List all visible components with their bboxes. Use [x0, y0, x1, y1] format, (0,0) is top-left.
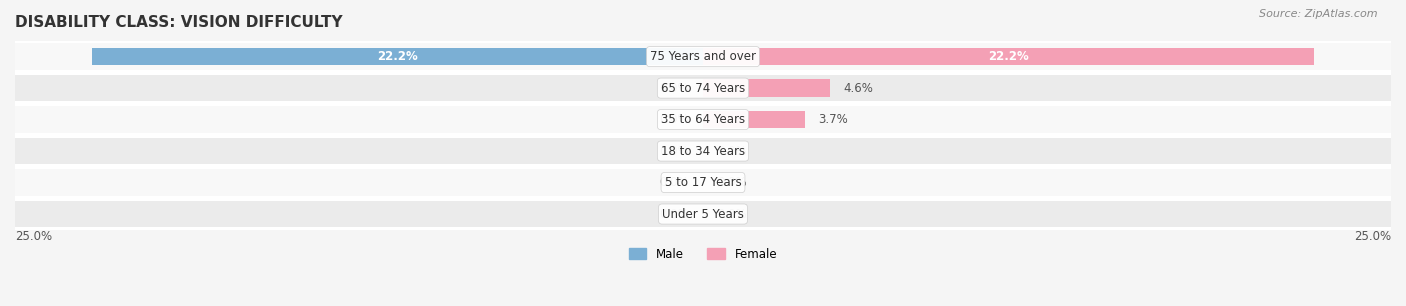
Bar	[15, 138, 1391, 164]
Text: 0.0%: 0.0%	[659, 176, 689, 189]
Text: 65 to 74 Years: 65 to 74 Years	[661, 82, 745, 95]
Legend: Male, Female: Male, Female	[624, 243, 782, 265]
Text: 22.2%: 22.2%	[988, 50, 1029, 63]
Text: DISABILITY CLASS: VISION DIFFICULTY: DISABILITY CLASS: VISION DIFFICULTY	[15, 15, 343, 30]
Bar	[15, 43, 1391, 70]
Text: 0.0%: 0.0%	[717, 176, 747, 189]
Bar	[703, 80, 830, 97]
Text: 25.0%: 25.0%	[1354, 230, 1391, 243]
Text: 0.0%: 0.0%	[659, 113, 689, 126]
Text: 0.0%: 0.0%	[659, 144, 689, 158]
Bar	[15, 75, 1391, 102]
Text: Under 5 Years: Under 5 Years	[662, 207, 744, 221]
Text: 0.0%: 0.0%	[717, 144, 747, 158]
Text: 18 to 34 Years: 18 to 34 Years	[661, 144, 745, 158]
Bar	[91, 48, 703, 65]
Bar	[15, 169, 1391, 196]
Text: 3.7%: 3.7%	[818, 113, 848, 126]
Text: 35 to 64 Years: 35 to 64 Years	[661, 113, 745, 126]
Text: 25.0%: 25.0%	[15, 230, 52, 243]
Text: 5 to 17 Years: 5 to 17 Years	[665, 176, 741, 189]
Text: 4.6%: 4.6%	[844, 82, 873, 95]
Text: 0.0%: 0.0%	[659, 207, 689, 221]
Bar	[15, 106, 1391, 133]
Text: 0.0%: 0.0%	[659, 82, 689, 95]
Bar	[703, 48, 1315, 65]
Text: 22.2%: 22.2%	[377, 50, 418, 63]
Bar	[703, 111, 804, 128]
Bar	[15, 201, 1391, 227]
Text: 0.0%: 0.0%	[717, 207, 747, 221]
Text: Source: ZipAtlas.com: Source: ZipAtlas.com	[1260, 9, 1378, 19]
Text: 75 Years and over: 75 Years and over	[650, 50, 756, 63]
